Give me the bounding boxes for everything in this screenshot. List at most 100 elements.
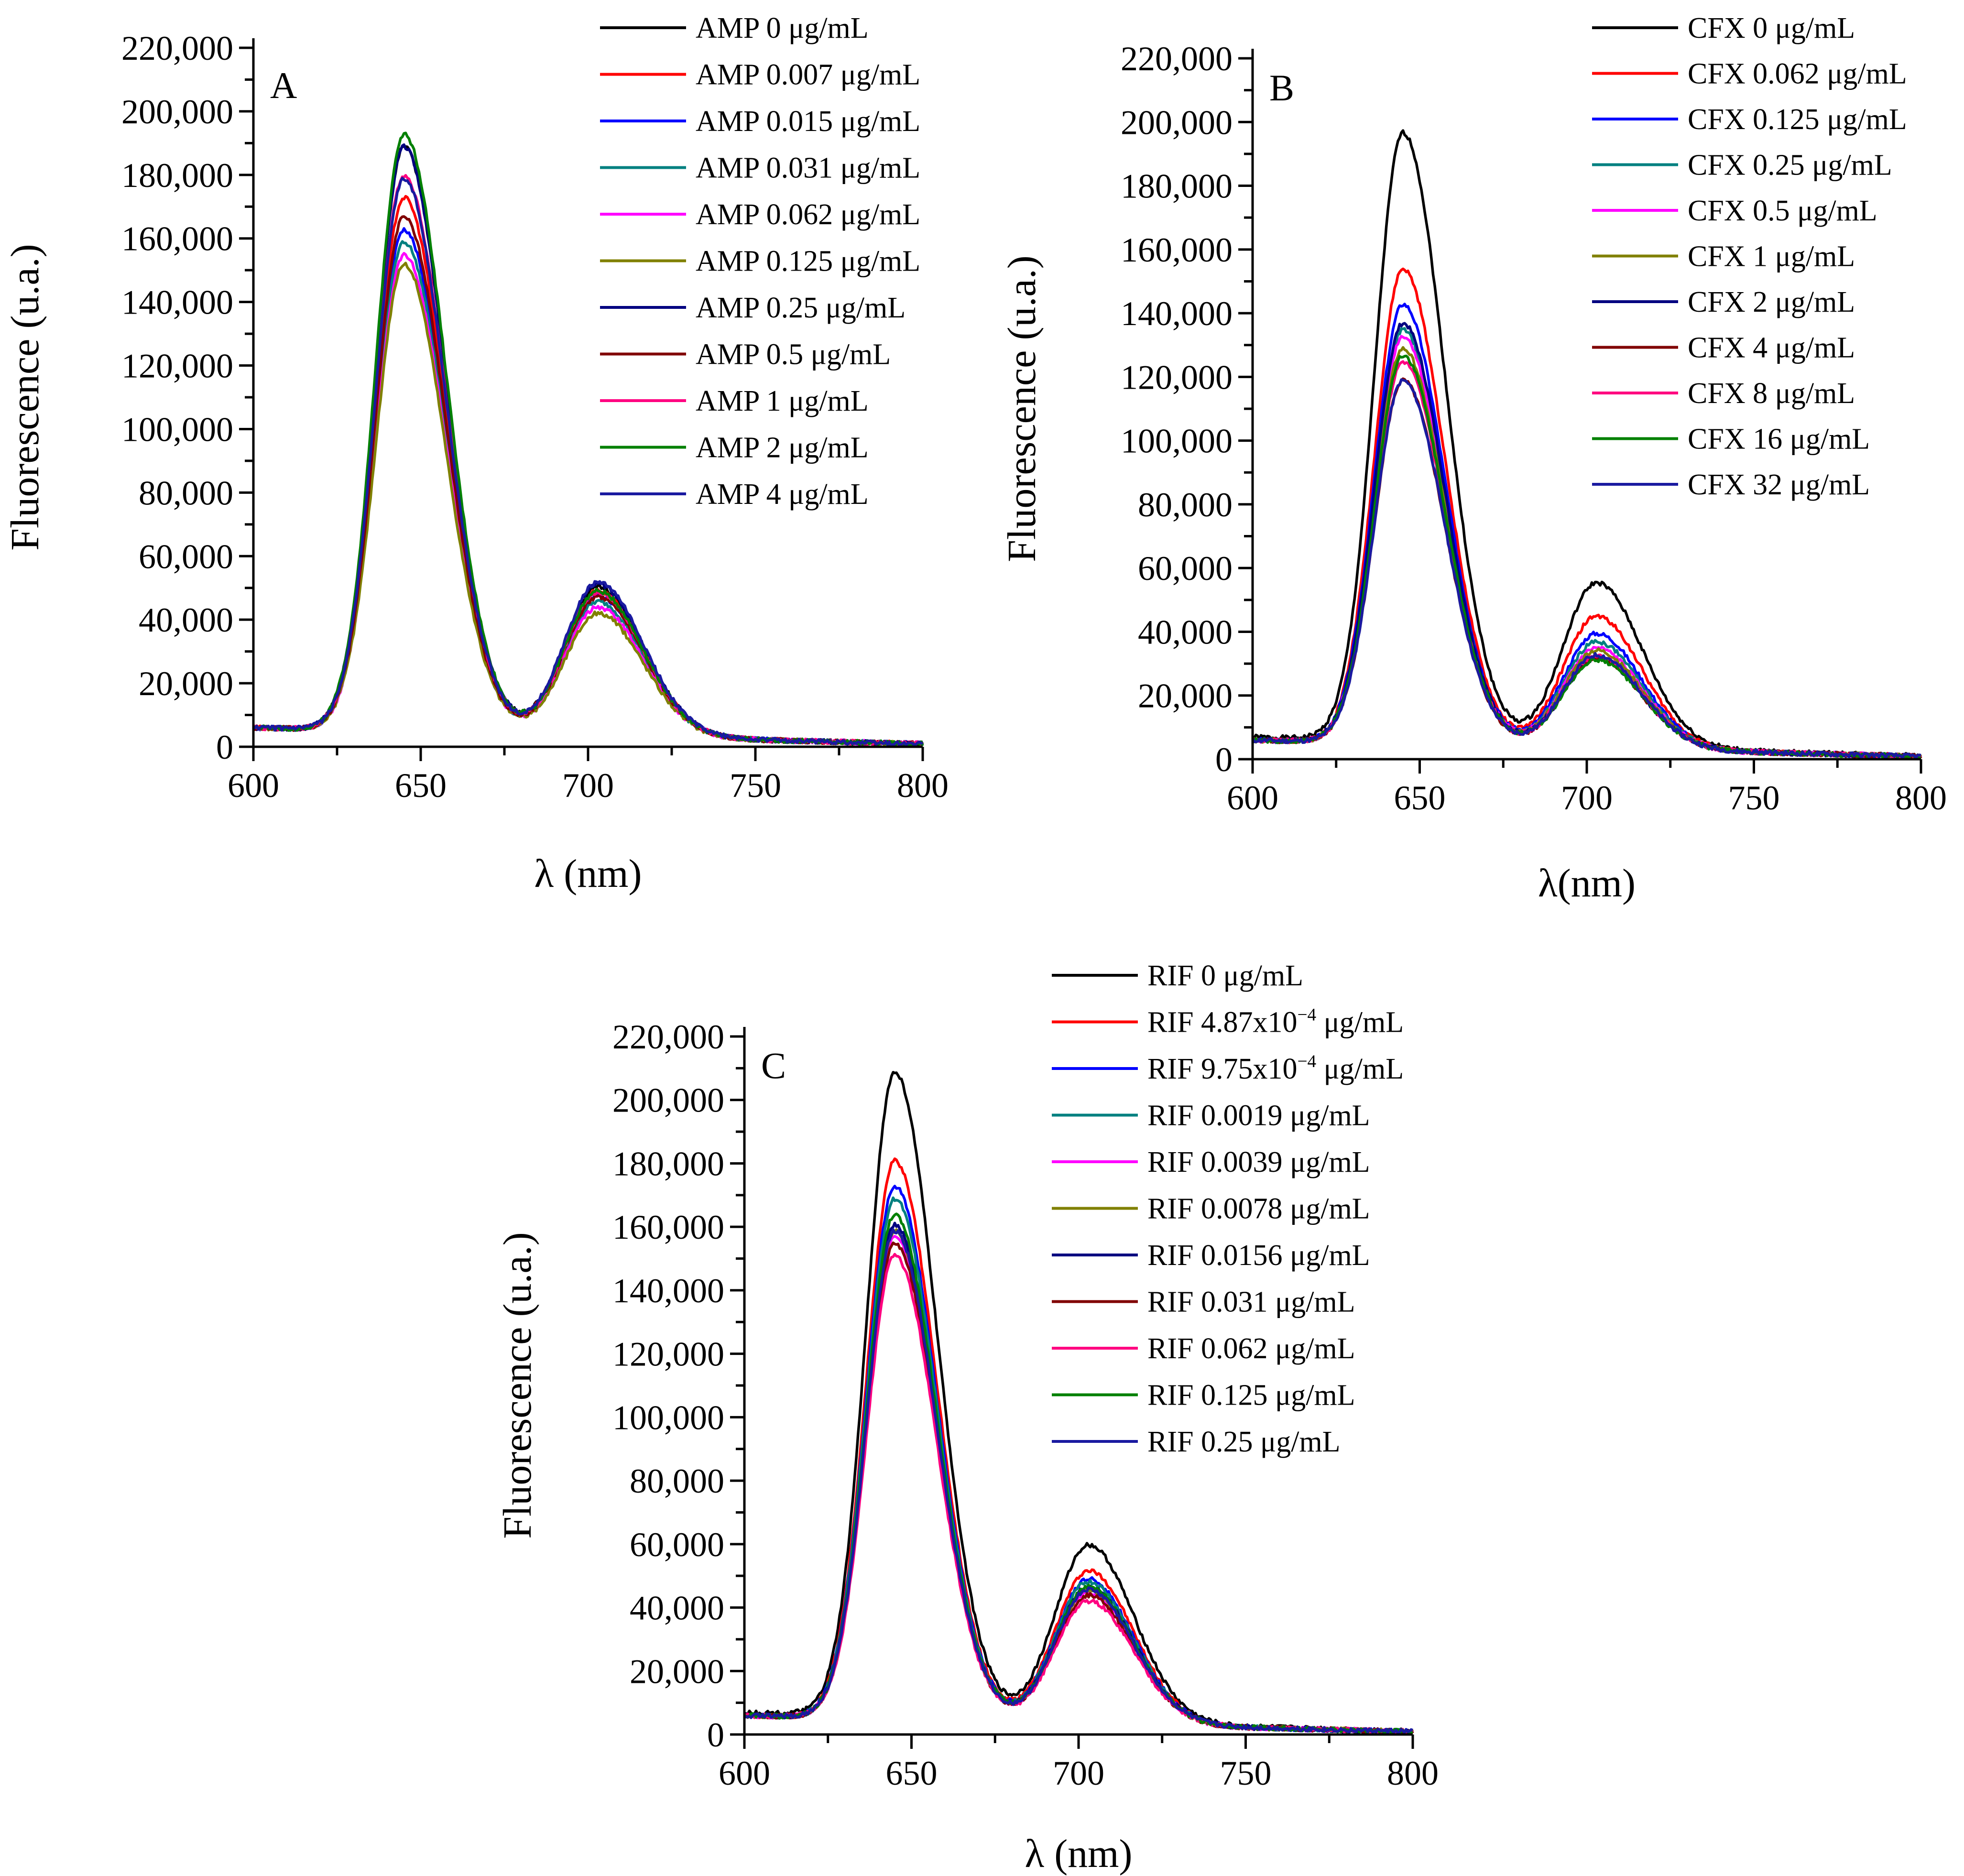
y-tick-label: 40,000 [1138, 613, 1233, 651]
legend-entry: CFX 0.125 μg/mL [1688, 103, 1907, 136]
legend-entry: AMP 0.007 μg/mL [696, 59, 920, 91]
series-line [743, 1253, 1413, 1735]
legend-entry: AMP 2 μg/mL [696, 432, 869, 464]
legend-entry: CFX 1 μg/mL [1688, 240, 1855, 273]
x-tick-label: 750 [1220, 1754, 1272, 1792]
y-tick-label: 220,000 [1121, 40, 1233, 78]
y-tick-label: 140,000 [121, 284, 233, 322]
y-tick-label: 140,000 [1121, 294, 1233, 333]
legend-entry: RIF 0.0156 μg/mL [1147, 1239, 1370, 1272]
panel-letter: A [270, 65, 297, 106]
y-tick-label: 200,000 [612, 1081, 724, 1120]
legend-entry: RIF 0 μg/mL [1147, 960, 1303, 992]
legend-entry: RIF 0.0019 μg/mL [1147, 1100, 1370, 1132]
y-tick-label: 60,000 [1138, 549, 1233, 588]
legend-entry: CFX 16 μg/mL [1688, 423, 1870, 456]
y-axis-label: Fluorescence (u.a.) [1000, 255, 1044, 562]
legend-entry: AMP 1 μg/mL [696, 385, 869, 417]
legend-entry: RIF 0.125 μg/mL [1147, 1379, 1355, 1412]
x-tick-label: 600 [719, 1754, 770, 1792]
x-tick-label: 600 [228, 766, 279, 805]
x-tick-label: 800 [1895, 779, 1947, 817]
y-tick-label: 180,000 [1121, 167, 1233, 206]
legend-entry: RIF 0.062 μg/mL [1147, 1332, 1355, 1365]
y-tick-label: 160,000 [1121, 231, 1233, 269]
y-tick-label: 160,000 [121, 220, 233, 258]
y-tick-label: 140,000 [612, 1272, 724, 1310]
legend-entry: RIF 9.75x10−4 μg/mL [1147, 1052, 1404, 1085]
y-axis-label: Fluorescence (u.a.) [495, 1232, 540, 1538]
x-tick-label: 700 [1561, 779, 1613, 817]
y-tick-label: 220,000 [612, 1018, 724, 1056]
x-tick-label: 650 [395, 766, 447, 805]
y-tick-label: 200,000 [1121, 103, 1233, 142]
x-axis-label: λ (nm) [1025, 1832, 1132, 1876]
series-line [1251, 303, 1922, 760]
y-tick-label: 20,000 [1138, 677, 1233, 715]
legend-entry: AMP 4 μg/mL [696, 478, 869, 511]
x-tick-label: 650 [1394, 779, 1446, 817]
y-tick-label: 60,000 [630, 1526, 724, 1564]
x-tick-label: 600 [1227, 779, 1278, 817]
y-tick-label: 0 [216, 728, 233, 766]
panel-letter: B [1269, 67, 1294, 109]
y-tick-label: 160,000 [612, 1208, 724, 1246]
x-axis-label: λ (nm) [534, 851, 642, 896]
x-tick-label: 800 [897, 766, 949, 805]
y-tick-label: 220,000 [121, 29, 233, 67]
legend-entry: AMP 0.031 μg/mL [696, 152, 920, 185]
legend-entry: AMP 0.25 μg/mL [696, 292, 906, 324]
y-tick-label: 100,000 [121, 410, 233, 448]
x-tick-label: 750 [730, 766, 781, 805]
y-tick-label: 40,000 [630, 1589, 724, 1627]
legend-entry: RIF 0.0039 μg/mL [1147, 1146, 1370, 1178]
y-tick-label: 120,000 [121, 347, 233, 385]
series-line [252, 195, 923, 747]
legend-entry: RIF 0.031 μg/mL [1147, 1286, 1355, 1319]
panel-c: 600 650 700 750 800 0 20,000 40,000 60,000 80,000… [495, 960, 1439, 1876]
legend-entry: RIF 0.0078 μg/mL [1147, 1193, 1370, 1225]
legend-entry: AMP 0.062 μg/mL [696, 198, 920, 231]
panel-letter: C [761, 1045, 786, 1086]
y-tick-label: 200,000 [121, 93, 233, 131]
series-line [253, 176, 923, 747]
x-tick-label: 750 [1728, 779, 1780, 817]
series-line [744, 1196, 1414, 1735]
x-axis-label: λ(nm) [1538, 861, 1636, 905]
y-tick-label: 180,000 [121, 156, 233, 195]
y-tick-label: 120,000 [612, 1335, 724, 1374]
legend-entry: CFX 0.25 μg/mL [1688, 149, 1892, 182]
y-tick-label: 100,000 [612, 1398, 724, 1437]
y-tick-label: 180,000 [612, 1145, 724, 1183]
legend-entry: CFX 2 μg/mL [1688, 286, 1855, 318]
y-tick-label: 0 [707, 1716, 724, 1754]
legend-entry: CFX 0.5 μg/mL [1688, 195, 1877, 227]
series-line [1251, 360, 1921, 759]
y-tick-label: 100,000 [1121, 422, 1233, 460]
y-tick-label: 40,000 [139, 601, 233, 639]
x-tick-label: 650 [886, 1754, 938, 1792]
y-tick-label: 80,000 [139, 474, 233, 512]
y-tick-label: 60,000 [139, 537, 233, 576]
legend-entry: AMP 0.015 μg/mL [696, 105, 920, 138]
legend-entry: CFX 32 μg/mL [1688, 469, 1870, 501]
y-tick-label: 20,000 [139, 665, 233, 703]
y-axis-label: Fluorescence (u.a.) [3, 244, 47, 550]
legend-entry: CFX 4 μg/mL [1688, 332, 1855, 364]
y-tick-label: 80,000 [630, 1462, 724, 1500]
y-tick-label: 20,000 [630, 1652, 724, 1691]
legend-entry: CFX 0.062 μg/mL [1688, 58, 1907, 90]
x-tick-label: 800 [1387, 1754, 1439, 1792]
y-tick-label: 120,000 [1121, 358, 1233, 396]
legend-entry: AMP 0 μg/mL [696, 12, 869, 44]
legend-entry: AMP 0.125 μg/mL [696, 245, 920, 278]
series-line [743, 1228, 1413, 1734]
panel-b: 600 650 700 750 800 0 20,000 40,000 60,000 80,000… [1000, 12, 1947, 905]
legend-entry: RIF 0.25 μg/mL [1147, 1426, 1341, 1458]
y-tick-label: 80,000 [1138, 486, 1233, 524]
x-tick-label: 700 [1053, 1754, 1104, 1792]
y-tick-label: 0 [1215, 741, 1233, 779]
x-tick-label: 700 [562, 766, 614, 805]
legend-entry: RIF 4.87x10−4 μg/mL [1147, 1005, 1404, 1039]
